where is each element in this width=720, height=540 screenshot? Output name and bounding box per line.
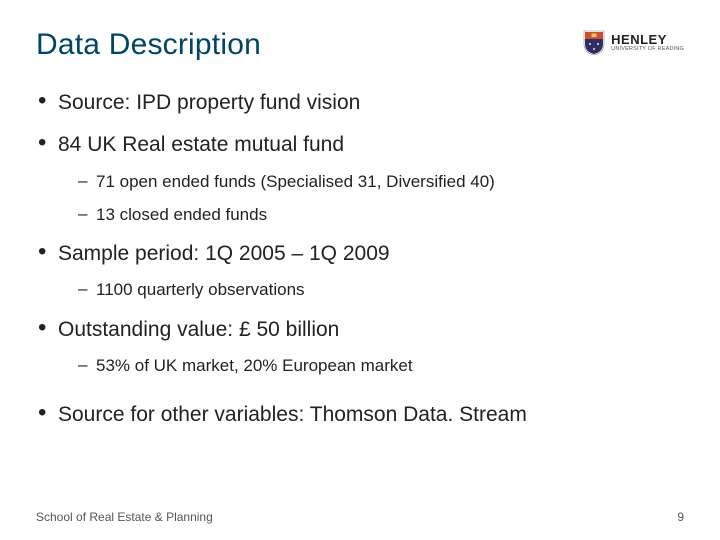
bullet-icon: • — [36, 402, 58, 424]
header-row: Data Description HENLEY UNIVERSITY OF RE… — [36, 28, 684, 62]
sub-list: –71 open ended funds (Specialised 31, Di… — [78, 171, 684, 226]
bullet-text: Source: IPD property fund vision — [58, 90, 360, 116]
bullet-text: Outstanding value: £ 50 billion — [58, 317, 339, 343]
henley-logo: HENLEY UNIVERSITY OF READING — [583, 30, 684, 56]
list-item: •Sample period: 1Q 2005 – 1Q 2009 –1100 … — [36, 241, 684, 301]
sub-text: 1100 quarterly observations — [96, 279, 305, 300]
logo-text: HENLEY UNIVERSITY OF READING — [611, 33, 684, 53]
bullet-text: Source for other variables: Thomson Data… — [58, 402, 527, 428]
sub-list: –1100 quarterly observations — [78, 279, 684, 300]
list-item: •Source for other variables: Thomson Dat… — [36, 402, 684, 428]
bullet-icon: • — [36, 132, 58, 154]
bullet-icon: • — [36, 241, 58, 263]
content: •Source: IPD property fund vision •84 UK… — [36, 90, 684, 428]
sub-item: –71 open ended funds (Specialised 31, Di… — [78, 171, 684, 192]
sub-list: –53% of UK market, 20% European market — [78, 355, 684, 376]
logo-sub: UNIVERSITY OF READING — [611, 47, 684, 53]
page-number: 9 — [677, 510, 684, 524]
logo-main: HENLEY — [611, 33, 684, 46]
bullet-text: 84 UK Real estate mutual fund — [58, 132, 344, 158]
footer: School of Real Estate & Planning 9 — [36, 510, 684, 524]
dash-icon: – — [78, 279, 96, 299]
list-item: •Source: IPD property fund vision — [36, 90, 684, 116]
slide: Data Description HENLEY UNIVERSITY OF RE… — [0, 0, 720, 540]
list-item: •84 UK Real estate mutual fund –71 open … — [36, 132, 684, 225]
bullet-icon: • — [36, 90, 58, 112]
dash-icon: – — [78, 171, 96, 191]
bullet-text: Sample period: 1Q 2005 – 1Q 2009 — [58, 241, 390, 267]
sub-text: 53% of UK market, 20% European market — [96, 355, 413, 376]
dash-icon: – — [78, 355, 96, 375]
dash-icon: – — [78, 204, 96, 224]
crest-icon — [583, 30, 605, 56]
bullet-icon: • — [36, 317, 58, 339]
footer-left: School of Real Estate & Planning — [36, 510, 213, 524]
sub-item: –53% of UK market, 20% European market — [78, 355, 684, 376]
sub-item: –13 closed ended funds — [78, 204, 684, 225]
bullet-list: •Source: IPD property fund vision •84 UK… — [36, 90, 684, 428]
list-item: •Outstanding value: £ 50 billion –53% of… — [36, 317, 684, 377]
sub-text: 71 open ended funds (Specialised 31, Div… — [96, 171, 495, 192]
sub-text: 13 closed ended funds — [96, 204, 267, 225]
page-title: Data Description — [36, 28, 261, 62]
sub-item: –1100 quarterly observations — [78, 279, 684, 300]
